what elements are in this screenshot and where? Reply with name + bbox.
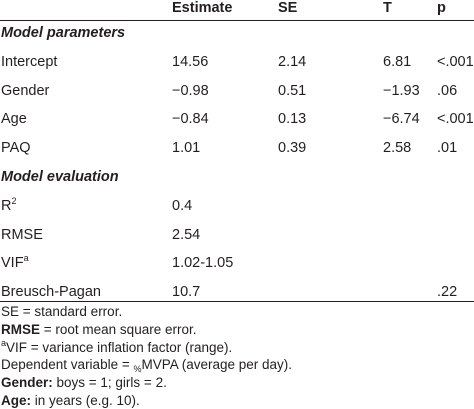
footnote-sup: a — [1, 337, 7, 348]
cell-value: <.001 — [437, 111, 474, 128]
cell-value: .01 — [437, 140, 458, 157]
header-rule — [0, 20, 474, 21]
footnote: Dependent variable = %MVPA (average per … — [1, 356, 293, 375]
footnote-term: Age: — [1, 393, 31, 408]
column-header: p — [437, 0, 446, 16]
footnote-sub: % — [133, 364, 142, 375]
column-header: Estimate — [172, 0, 233, 16]
section-title: Model parameters — [1, 25, 126, 41]
row-label-text: Breusch-Pagan — [1, 283, 101, 300]
footnote: Gender: boys = 1; girls = 2. — [1, 374, 167, 391]
row-label-sup: 2 — [11, 195, 17, 206]
column-header: SE — [278, 0, 298, 16]
bottom-rule — [0, 301, 474, 302]
cell-value: 2.14 — [278, 54, 307, 70]
row-label-text: Intercept — [1, 54, 58, 70]
row-label: R2 — [1, 195, 17, 215]
footnote-text: Dependent variable = — [1, 357, 134, 373]
footnote-text: SE = standard error. — [1, 304, 123, 319]
row-label: VIFa — [1, 254, 29, 272]
cell-value: 0.51 — [278, 82, 307, 99]
cell-value: 6.81 — [383, 54, 412, 70]
cell-value: 1.01 — [172, 140, 201, 157]
row-label: Intercept — [1, 53, 57, 71]
footnote: aVIF = variance inflation factor (range)… — [1, 337, 233, 356]
cell-value: 0.13 — [278, 111, 307, 128]
row-label-text: Gender — [1, 82, 50, 99]
row-label: PAQ — [1, 139, 31, 157]
row-label-text: RMSE — [1, 226, 43, 243]
row-label-sup: a — [23, 253, 29, 264]
cell-value: −0.84 — [172, 111, 209, 128]
row-label-text: R — [1, 197, 12, 214]
column-header: T — [383, 0, 392, 16]
row-label: Breusch-Pagan — [1, 283, 101, 301]
footnote-text: in years (e.g. 10). — [31, 393, 140, 408]
cell-value: 1.02-1.05 — [172, 255, 234, 272]
cell-value: <.001 — [437, 54, 474, 70]
footnote: RMSE = root mean square error. — [1, 321, 196, 338]
row-label-text: VIF — [1, 255, 24, 272]
cell-value: 2.54 — [172, 226, 201, 243]
footnote-text: VIF = variance inflation factor (range). — [6, 339, 233, 355]
row-label-text: Age — [1, 111, 27, 128]
cell-value: 0.4 — [172, 197, 193, 214]
footnote-text: boys = 1; girls = 2. — [52, 375, 167, 391]
row-label: Gender — [1, 82, 49, 100]
footnote: SE = standard error. — [1, 303, 122, 320]
cell-value: 14.56 — [172, 54, 209, 70]
cell-value: −0.98 — [172, 82, 209, 99]
cell-value: .06 — [437, 82, 458, 99]
cell-value: −6.74 — [383, 111, 420, 128]
footnote-term: Gender: — [1, 375, 53, 391]
row-label: RMSE — [1, 226, 43, 244]
cell-value: .22 — [437, 283, 458, 300]
row-label: Age — [1, 110, 27, 128]
cell-value: 0.39 — [278, 140, 307, 157]
footnote: Age: in years (e.g. 10). — [1, 392, 140, 409]
row-label-text: PAQ — [1, 140, 31, 157]
cell-value: 10.7 — [172, 283, 201, 300]
section-title: Model evaluation — [1, 168, 119, 185]
footnote-text: = root mean square error. — [40, 321, 197, 337]
footnote-text: MVPA (average per day). — [141, 357, 293, 373]
cell-value: −1.93 — [383, 82, 420, 99]
cell-value: 2.58 — [383, 140, 412, 157]
footnote-term: RMSE — [1, 321, 41, 337]
